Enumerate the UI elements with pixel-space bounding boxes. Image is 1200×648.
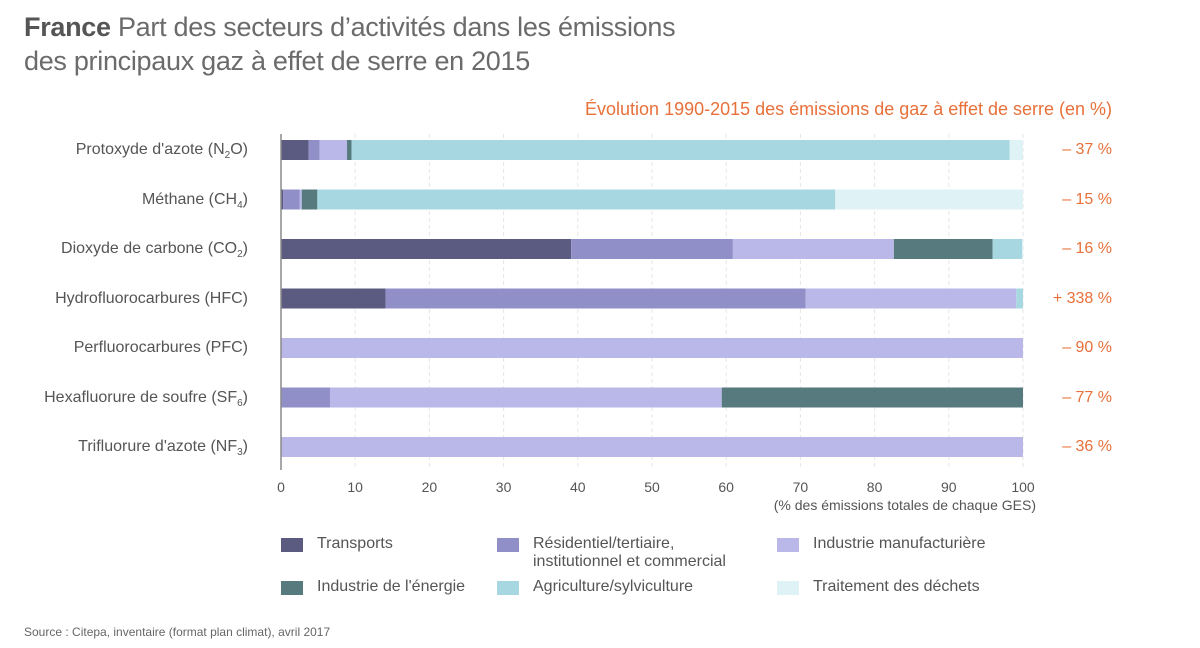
legend-swatch (777, 581, 799, 595)
gas-name-tail: ) (242, 438, 248, 455)
bar-segment (299, 189, 302, 210)
bar-segment (1022, 239, 1023, 259)
x-axis-label: (% des émissions totales de chaque GES) (773, 497, 1036, 513)
legend-label-line: institutionnel et commercial (533, 553, 726, 570)
title-country: France (24, 12, 111, 42)
x-tick-label: 30 (495, 479, 512, 495)
x-tick-label: 0 (277, 479, 285, 495)
bar-segment (351, 140, 1010, 160)
bar-segment (281, 140, 309, 160)
bar-segment (281, 239, 572, 259)
legend-label: Industrie de l'énergie (317, 578, 466, 595)
x-tick-label: 80 (866, 479, 883, 495)
y-axis-label: Trifluorure d'azote (NF3) (78, 438, 248, 458)
legend-item: Résidentiel/tertiaire, institutionnel et … (497, 535, 726, 571)
source-note: Source : Citepa, inventaire (format plan… (24, 625, 331, 639)
gas-name: Trifluorure d'azote (NF (78, 438, 238, 455)
legend-label: Industrie manufacturière (813, 535, 986, 552)
bar-segment (835, 189, 1023, 210)
gas-name-tail: ) (242, 388, 248, 406)
bar-segment (347, 140, 352, 160)
y-axis-label: Perfluorocarbures (PFC) (74, 339, 248, 357)
title-line2: des principaux gaz à effet de serre en 2… (24, 46, 530, 76)
legend-item: Agriculture/sylviculture (497, 578, 693, 596)
legend-label-line: Résidentiel/tertiaire, (533, 535, 675, 552)
bar-segment (301, 189, 318, 210)
x-tick-label: 40 (570, 479, 586, 495)
bar-segment (281, 387, 330, 408)
y-axis-label: Protoxyde d'azote (N2O) (76, 141, 248, 161)
bar-segment (992, 239, 1023, 259)
chart-title: France Part des secteurs d’activités dan… (24, 10, 764, 78)
gas-subscript: 2 (224, 150, 231, 161)
gas-name: Hydrofluorocarbures (HFC) (55, 289, 248, 307)
gas-name-tail: ) (242, 240, 248, 257)
gas-name: Dioxyde de carbone (CO (61, 240, 238, 257)
gas-subscript: 4 (237, 199, 243, 211)
legend-swatch (281, 581, 303, 595)
x-tick-label: 10 (347, 479, 363, 495)
bar-segment (1016, 288, 1023, 309)
evolution-value: – 36 % (1062, 438, 1112, 455)
gas-subscript: 2 (237, 249, 243, 260)
gas-name-tail: O) (230, 141, 248, 158)
y-axis-label: Méthane (CH4) (142, 191, 248, 211)
evolution-value: – 37 % (1062, 141, 1112, 158)
bar-segment (571, 239, 733, 259)
bar-segment (732, 239, 894, 259)
y-axis-label: Hydrofluorocarbures (HFC) (55, 290, 248, 308)
gas-subscript: 3 (237, 447, 243, 458)
gas-name: Protoxyde d'azote (N (75, 141, 225, 158)
x-tick-label: 90 (941, 479, 957, 495)
gas-name-tail: ) (242, 190, 248, 208)
evolution-value: – 90 % (1062, 339, 1112, 356)
bar-segment (1009, 140, 1023, 160)
gas-subscript: 6 (237, 397, 243, 409)
bar-segment (283, 189, 300, 210)
x-tick-label: 60 (718, 479, 734, 495)
legend-item: Traitement des déchets (777, 578, 980, 596)
legend-swatch (777, 538, 799, 552)
bar-segment (319, 140, 348, 160)
x-tick-label: 50 (644, 479, 660, 495)
evolution-value: – 15 % (1062, 190, 1112, 208)
evolution-value: + 338 % (1052, 289, 1112, 307)
gas-name: Méthane (CH (141, 190, 238, 208)
x-tick-label: 100 (1011, 479, 1035, 495)
x-tick-label: 70 (792, 479, 809, 495)
evolution-title: Évolution 1990-2015 des émissions de gaz… (585, 99, 1112, 119)
bar-segment (281, 437, 1023, 457)
legend-swatch (497, 581, 519, 595)
legend-label: Agriculture/sylviculture (533, 578, 694, 595)
legend-item: Industrie manufacturière (777, 535, 986, 553)
legend-item: Industrie de l'énergie (281, 578, 465, 596)
title-line1: Part des secteurs d’activités dans les é… (117, 12, 676, 42)
bar-segment (893, 239, 993, 259)
legend-swatch (281, 538, 303, 552)
gas-name: Hexafluorure de soufre (SF (44, 388, 238, 406)
y-axis-label: Hexafluorure de soufre (SF6) (44, 389, 248, 409)
gas-name: Perfluorocarbures (PFC) (73, 339, 248, 356)
legend-item: Transports (281, 535, 393, 553)
bar-segment (385, 288, 806, 309)
legend-label: Traitement des déchets (813, 578, 980, 595)
bar-segment (308, 140, 320, 160)
bar-segment (281, 189, 284, 210)
bar-segment (281, 338, 1023, 358)
x-tick-label: 20 (421, 479, 438, 495)
bar-segment (721, 387, 1023, 408)
legend-label: Transports (317, 535, 393, 552)
legend-swatch (497, 538, 519, 552)
bar-segment (329, 387, 722, 408)
bar-segment (805, 288, 1017, 309)
bar-segment (281, 288, 386, 309)
bar-segment (317, 189, 836, 210)
legend-label: Résidentiel/tertiaire, institutionnel et … (533, 535, 726, 571)
evolution-value: – 77 % (1062, 388, 1112, 406)
y-axis-label: Dioxyde de carbone (CO2) (61, 240, 248, 260)
evolution-value: – 16 % (1062, 240, 1112, 257)
